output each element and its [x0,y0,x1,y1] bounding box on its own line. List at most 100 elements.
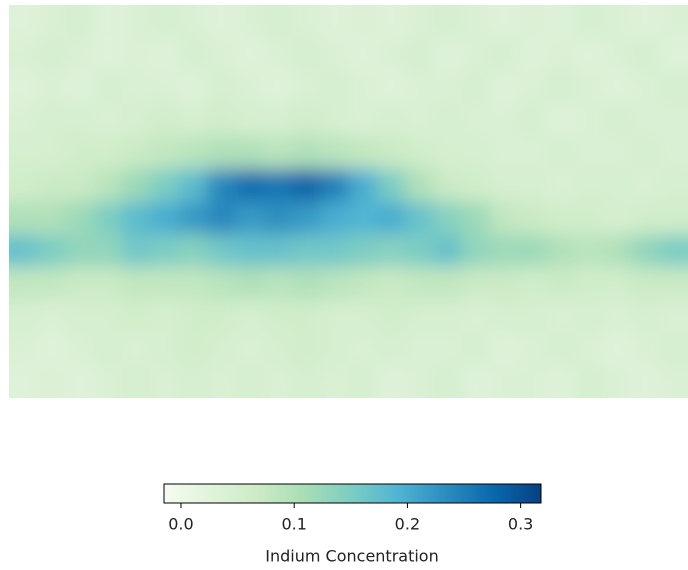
heatmap-cell [207,5,236,39]
heatmap-cell [631,332,661,366]
heatmap-cell [178,168,208,202]
heatmap-cell [348,201,378,235]
heatmap-cell [150,168,180,202]
heatmap-cell [518,332,548,366]
heatmap-cell [235,136,265,170]
heatmap-cell [37,103,67,137]
heatmap-cell [207,234,236,268]
heatmap-cell [348,234,378,268]
heatmap-cell [603,332,632,366]
heatmap-cell [405,299,434,333]
heatmap-cell [263,299,293,333]
heatmap-cell [489,168,519,202]
heatmap-cell [320,103,349,137]
heatmap-cell [37,70,67,104]
heatmap-cell [178,136,208,170]
heatmap-cell [122,234,151,268]
heatmap-cell [207,70,236,104]
heatmap-cell [489,103,519,137]
heatmap-cell [631,168,661,202]
heatmap-cell [376,103,406,137]
heatmap-cell [603,267,632,301]
heatmap-cell [603,103,632,137]
heatmap-cell [65,201,95,235]
heatmap-cell [37,299,67,333]
heatmap-cell [348,136,378,170]
heatmap-cell [291,70,321,104]
heatmap-cell [405,103,434,137]
heatmap-cell [659,201,688,235]
heatmap-cell [93,70,123,104]
heatmap-cell [489,332,519,366]
heatmap-cell [37,37,67,71]
heatmap-cell [122,168,151,202]
heatmap-cell [433,332,463,366]
heatmap-cell [235,299,265,333]
heatmap-cell [518,234,548,268]
heatmap-cell [122,365,151,398]
heatmap-cell [603,70,632,104]
heatmap-cell [178,37,208,71]
heatmap-cell [263,103,293,137]
heatmap-cell [263,37,293,71]
heatmap-cell [9,168,38,202]
heatmap-cell [461,332,491,366]
heatmap-cell [37,201,67,235]
heatmap-cell [150,103,180,137]
heatmap-cell [235,5,265,39]
heatmap-cell [291,5,321,39]
heatmap-cell [405,37,434,71]
heatmap-cell [122,267,151,301]
heatmap-cell [659,365,688,398]
heatmap-cell [122,5,151,39]
heatmap-cell [93,136,123,170]
heatmap-cell [518,136,548,170]
heatmap-cell [122,136,151,170]
heatmap-cell [291,332,321,366]
heatmap-cell [461,365,491,398]
heatmap-cell [263,365,293,398]
heatmap-cell [263,5,293,39]
heatmap-cell [433,365,463,398]
heatmap-cell [291,299,321,333]
heatmap-area [9,5,688,398]
heatmap-cell [546,136,576,170]
heatmap-cell [37,5,67,39]
heatmap-cell [574,103,604,137]
heatmap-cell [150,332,180,366]
heatmap-cell [65,5,95,39]
heatmap-cell [376,267,406,301]
heatmap-cell [9,103,38,137]
heatmap-cell [9,234,38,268]
heatmap-cell [150,37,180,71]
heatmap-cell [65,332,95,366]
heatmap-cell [348,37,378,71]
heatmap-cell [518,201,548,235]
heatmap-cell [405,365,434,398]
heatmap [9,5,688,398]
heatmap-cell [9,5,38,39]
heatmap-cell [320,234,349,268]
heatmap-cell [122,299,151,333]
heatmap-cell [659,37,688,71]
heatmap-cell [65,70,95,104]
heatmap-cell [631,70,661,104]
heatmap-cell [178,299,208,333]
heatmap-cell [405,234,434,268]
heatmap-cell [320,365,349,398]
heatmap-cell [9,365,38,398]
heatmap-cell [546,5,576,39]
heatmap-cell [603,37,632,71]
heatmap-cell [574,37,604,71]
heatmap-cell [603,234,632,268]
heatmap-cell [376,70,406,104]
heatmap-cell [659,5,688,39]
heatmap-cell [9,299,38,333]
heatmap-cell [574,365,604,398]
heatmap-cell [659,332,688,366]
heatmap-cell [631,201,661,235]
heatmap-cell [631,103,661,137]
heatmap-cell [518,267,548,301]
colorbar [163,483,542,504]
